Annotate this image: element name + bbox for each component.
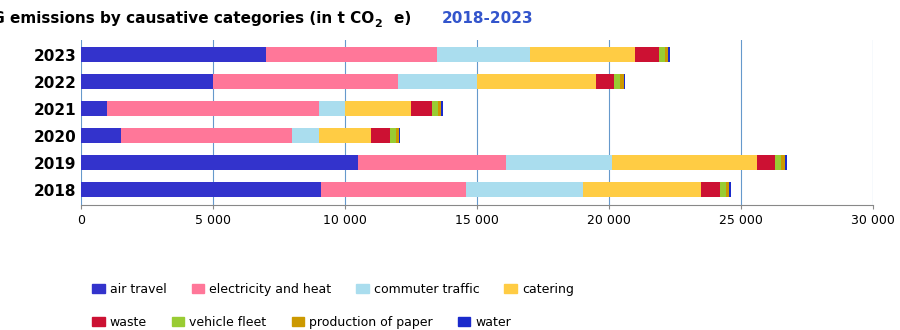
Bar <box>213 74 398 89</box>
Bar <box>726 182 729 197</box>
Bar <box>398 74 477 89</box>
Bar <box>729 182 731 197</box>
Bar <box>669 47 670 62</box>
Legend: waste, vehicle fleet, production of paper, water: waste, vehicle fleet, production of pape… <box>87 311 516 330</box>
Bar <box>81 155 358 170</box>
Bar <box>477 74 596 89</box>
Bar <box>720 182 726 197</box>
Bar <box>81 74 213 89</box>
Bar <box>411 101 432 116</box>
Bar <box>292 128 319 143</box>
Bar <box>665 47 669 62</box>
Bar <box>81 101 107 116</box>
Bar <box>624 74 625 89</box>
Bar <box>441 101 443 116</box>
Text: e): e) <box>394 12 417 26</box>
Bar <box>319 128 372 143</box>
Bar <box>390 128 396 143</box>
Bar <box>121 128 292 143</box>
Bar <box>432 101 438 116</box>
Bar <box>345 101 411 116</box>
Text: 2: 2 <box>374 19 382 29</box>
Bar <box>620 74 624 89</box>
Bar <box>399 128 400 143</box>
Bar <box>775 155 781 170</box>
Bar <box>659 47 665 62</box>
Bar <box>757 155 775 170</box>
Bar <box>358 155 506 170</box>
Bar <box>785 155 787 170</box>
Bar <box>438 101 441 116</box>
Bar <box>319 101 345 116</box>
Bar <box>396 128 399 143</box>
Bar <box>81 47 266 62</box>
Bar <box>506 155 612 170</box>
Bar <box>372 128 390 143</box>
Bar <box>437 47 530 62</box>
Text: GHG emissions by causative categories (in t CO: GHG emissions by causative categories (i… <box>0 12 374 26</box>
Bar <box>81 128 121 143</box>
Bar <box>612 155 757 170</box>
Bar <box>635 47 659 62</box>
Bar <box>466 182 582 197</box>
Bar <box>81 182 321 197</box>
Bar <box>781 155 785 170</box>
Bar <box>615 74 620 89</box>
Bar <box>701 182 720 197</box>
Bar <box>266 47 437 62</box>
Bar <box>107 101 319 116</box>
Bar <box>596 74 615 89</box>
Text: 2018-2023: 2018-2023 <box>441 12 533 26</box>
Bar <box>321 182 466 197</box>
Bar <box>530 47 635 62</box>
Bar <box>582 182 701 197</box>
